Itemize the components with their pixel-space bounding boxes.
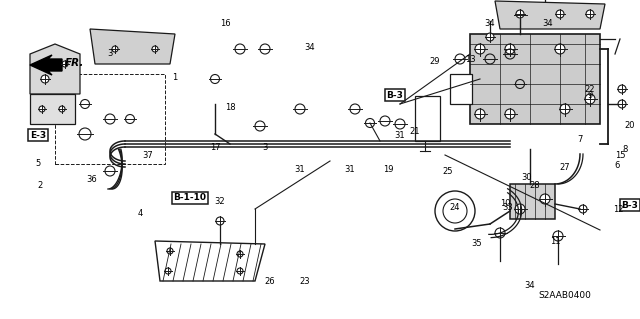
Text: 2: 2: [37, 181, 43, 189]
Circle shape: [618, 100, 626, 108]
Circle shape: [167, 248, 173, 254]
Text: FR.: FR.: [65, 58, 84, 68]
Circle shape: [112, 46, 118, 52]
Circle shape: [165, 268, 171, 274]
Circle shape: [495, 228, 505, 238]
Text: 31: 31: [395, 131, 405, 140]
Text: 34: 34: [484, 19, 495, 28]
Text: 31: 31: [294, 166, 305, 174]
Polygon shape: [30, 44, 80, 94]
Text: 21: 21: [410, 127, 420, 136]
Text: 3: 3: [262, 144, 268, 152]
Text: 20: 20: [625, 121, 636, 130]
Circle shape: [435, 191, 475, 231]
Circle shape: [555, 44, 565, 54]
Text: 8: 8: [622, 145, 628, 154]
Text: 24: 24: [450, 203, 460, 211]
Text: 13: 13: [465, 56, 476, 64]
Text: 6: 6: [614, 160, 620, 169]
Circle shape: [585, 94, 595, 104]
Text: 34: 34: [305, 43, 316, 53]
Circle shape: [553, 231, 563, 241]
Circle shape: [59, 106, 65, 112]
Bar: [470, 34, 600, 124]
Text: 36: 36: [86, 175, 97, 184]
Text: 35: 35: [472, 240, 483, 249]
Text: 17: 17: [210, 144, 220, 152]
Text: 31: 31: [345, 166, 355, 174]
Circle shape: [579, 205, 587, 213]
Text: B-1-10: B-1-10: [173, 194, 207, 203]
Bar: [415, 96, 440, 141]
Text: 29: 29: [429, 57, 440, 66]
Text: 26: 26: [265, 278, 275, 286]
Circle shape: [237, 251, 243, 257]
Text: 22: 22: [585, 85, 595, 93]
Circle shape: [39, 106, 45, 112]
Text: 19: 19: [383, 166, 393, 174]
Text: S2AAB0400: S2AAB0400: [539, 291, 591, 300]
Circle shape: [486, 33, 494, 41]
Bar: [510, 184, 555, 219]
Text: 5: 5: [35, 159, 40, 167]
Text: 34: 34: [525, 280, 535, 290]
Text: 7: 7: [577, 136, 582, 145]
Polygon shape: [495, 1, 605, 29]
Polygon shape: [30, 55, 62, 75]
Text: 30: 30: [522, 174, 532, 182]
Text: 16: 16: [220, 19, 230, 28]
Text: 27: 27: [560, 162, 570, 172]
Text: 34: 34: [543, 19, 554, 28]
Circle shape: [586, 10, 594, 18]
Circle shape: [540, 194, 550, 204]
Circle shape: [515, 204, 525, 214]
Text: 9: 9: [588, 91, 593, 100]
Circle shape: [152, 46, 158, 52]
Text: 37: 37: [143, 151, 154, 160]
Bar: [450, 74, 472, 104]
Text: 33: 33: [502, 204, 513, 212]
Circle shape: [516, 10, 524, 18]
Text: B-3: B-3: [387, 91, 403, 100]
Text: 10: 10: [500, 199, 510, 209]
Polygon shape: [155, 241, 265, 281]
Circle shape: [618, 85, 626, 93]
Circle shape: [560, 104, 570, 114]
Polygon shape: [30, 94, 75, 124]
Bar: [55, 74, 165, 164]
Circle shape: [505, 44, 515, 54]
Circle shape: [556, 10, 564, 18]
Text: E-3: E-3: [30, 130, 46, 139]
Circle shape: [237, 268, 243, 274]
Text: 23: 23: [300, 278, 310, 286]
Text: 18: 18: [225, 103, 236, 113]
Text: 32: 32: [214, 197, 225, 205]
Text: 3: 3: [108, 49, 113, 58]
Text: B-3: B-3: [621, 201, 639, 210]
Circle shape: [515, 10, 525, 20]
Text: 1: 1: [172, 73, 178, 83]
Circle shape: [475, 109, 485, 119]
Text: 12: 12: [612, 205, 623, 214]
Circle shape: [216, 217, 224, 225]
Text: 11: 11: [550, 238, 560, 247]
Circle shape: [62, 61, 68, 67]
Text: 28: 28: [530, 181, 540, 189]
Circle shape: [505, 109, 515, 119]
Text: 25: 25: [443, 167, 453, 176]
Text: 4: 4: [138, 209, 143, 218]
Polygon shape: [90, 29, 175, 64]
Circle shape: [475, 44, 485, 54]
Circle shape: [41, 75, 49, 83]
Text: 15: 15: [615, 151, 625, 160]
